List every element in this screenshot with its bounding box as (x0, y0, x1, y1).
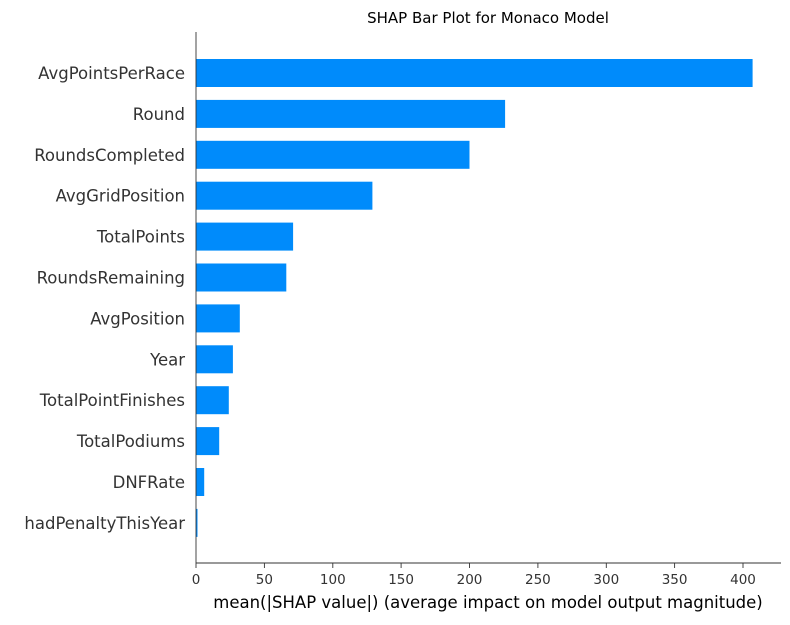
x-tick-label-50: 50 (256, 572, 273, 588)
x-tick-label-350: 350 (662, 572, 688, 588)
category-label-TotalPodiums: TotalPodiums (76, 432, 185, 451)
x-tick-label-150: 150 (388, 572, 414, 588)
x-tick-label-100: 100 (320, 572, 346, 588)
chart-title: SHAP Bar Plot for Monaco Model (367, 9, 609, 27)
category-label-Year: Year (149, 350, 185, 369)
bar-DNFRate (196, 468, 205, 496)
category-label-TotalPointFinishes: TotalPointFinishes (39, 391, 185, 410)
category-label-RoundsRemaining: RoundsRemaining (37, 269, 185, 288)
bar-AvgPosition (196, 304, 240, 333)
x-tick-label-0: 0 (192, 572, 201, 588)
category-labels-group: AvgPointsPerRace Round RoundsCompleted AvgG… (24, 64, 185, 533)
bar-AvgGridPosition (196, 181, 373, 210)
bar-TotalPointFinishes (196, 386, 229, 415)
bar-TotalPoints (196, 222, 294, 251)
category-label-DNFRate: DNFRate (113, 473, 185, 492)
bar-hadPenaltyThisYear (196, 508, 198, 537)
category-label-AvgPointsPerRace: AvgPointsPerRace (38, 64, 185, 83)
category-label-RoundsCompleted: RoundsCompleted (34, 146, 185, 165)
bar-AvgPointsPerRace (196, 59, 753, 87)
bar-RoundsRemaining (196, 263, 287, 292)
bar-Year (196, 345, 233, 374)
category-label-TotalPoints: TotalPoints (96, 228, 185, 247)
x-ticks-group: 0 50 100 150 200 250 300 350 400 (192, 563, 756, 588)
category-label-hadPenaltyThisYear: hadPenaltyThisYear (24, 514, 185, 533)
category-label-Round: Round (133, 105, 185, 124)
category-label-AvgGridPosition: AvgGridPosition (56, 187, 185, 206)
bars-group (196, 59, 753, 537)
category-label-AvgPosition: AvgPosition (90, 309, 185, 328)
bar-RoundsCompleted (196, 140, 470, 169)
x-tick-label-250: 250 (525, 572, 551, 588)
x-tick-label-400: 400 (730, 572, 756, 588)
x-tick-label-300: 300 (593, 572, 619, 588)
x-axis-label: mean(|SHAP value|) (average impact on mo… (213, 593, 763, 612)
x-tick-label-200: 200 (457, 572, 483, 588)
bar-Round (196, 99, 506, 128)
bar-TotalPodiums (196, 427, 220, 456)
